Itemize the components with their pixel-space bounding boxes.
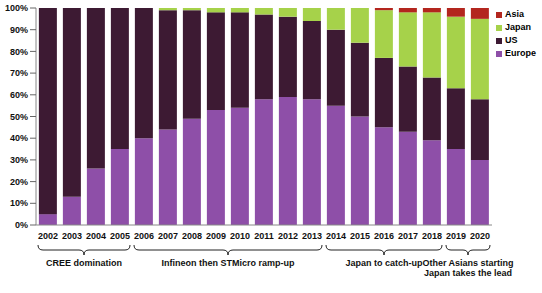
html-text:Europe: Europe (505, 48, 536, 58)
html-text:US: US (505, 35, 518, 45)
svg-text:2004: 2004 (86, 231, 106, 241)
svg-text:70%: 70% (10, 68, 28, 78)
svg-text:2006: 2006 (134, 231, 154, 241)
svg-text:2011: 2011 (254, 231, 274, 241)
svg-text:100%: 100% (8, 3, 28, 13)
svg-text:0%: 0% (15, 220, 28, 230)
svg-text:Infineon then STMicro ramp-up: Infineon then STMicro ramp-up (162, 258, 295, 268)
svg-text:2012: 2012 (278, 231, 298, 241)
svg-text:Japan takes the lead: Japan takes the lead (424, 268, 512, 278)
svg-text:2020: 2020 (470, 231, 490, 241)
svg-text:2003: 2003 (62, 231, 82, 241)
svg-text:2013: 2013 (302, 231, 322, 241)
svg-text:CREE domination: CREE domination (46, 258, 122, 268)
html-text:Japan: Japan (505, 22, 531, 32)
svg-text:20%: 20% (10, 177, 28, 187)
svg-text:80%: 80% (10, 47, 28, 57)
svg-text:60%: 60% (10, 90, 28, 100)
svg-text:Other Asians starting: Other Asians starting (422, 258, 513, 268)
svg-text:90%: 90% (10, 25, 28, 35)
svg-text:2007: 2007 (158, 231, 178, 241)
svg-text:2014: 2014 (326, 231, 346, 241)
svg-text:Japan to catch-up: Japan to catch-up (345, 258, 423, 268)
svg-text:2002: 2002 (38, 231, 58, 241)
svg-text:2017: 2017 (398, 231, 418, 241)
svg-text:2005: 2005 (110, 231, 130, 241)
svg-text:2019: 2019 (446, 231, 466, 241)
html-text:Asia: Asia (505, 9, 524, 19)
svg-text:50%: 50% (10, 112, 28, 122)
svg-text:30%: 30% (10, 155, 28, 165)
svg-text:2008: 2008 (182, 231, 202, 241)
svg-text:2009: 2009 (206, 231, 226, 241)
svg-text:2016: 2016 (374, 231, 394, 241)
svg-text:10%: 10% (10, 198, 28, 208)
svg-text:40%: 40% (10, 133, 28, 143)
svg-text:2018: 2018 (422, 231, 442, 241)
svg-text:2010: 2010 (230, 231, 250, 241)
svg-text:2015: 2015 (350, 231, 370, 241)
